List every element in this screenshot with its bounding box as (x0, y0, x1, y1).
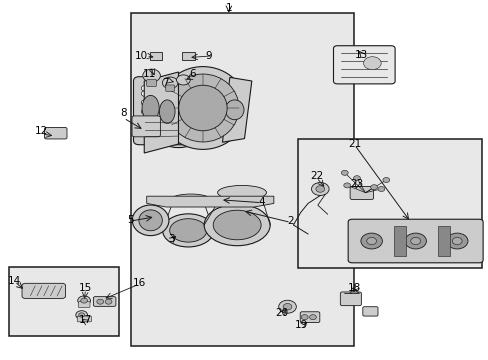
Text: 14: 14 (8, 276, 21, 286)
Ellipse shape (204, 204, 269, 246)
Text: 16: 16 (132, 278, 146, 288)
Circle shape (141, 85, 149, 91)
Circle shape (366, 238, 376, 245)
Circle shape (141, 91, 149, 96)
Text: 23: 23 (349, 179, 363, 189)
Text: 3: 3 (167, 234, 174, 244)
Ellipse shape (166, 74, 239, 142)
Text: 7: 7 (162, 78, 168, 88)
Circle shape (176, 75, 190, 85)
Ellipse shape (225, 100, 244, 120)
Circle shape (142, 69, 160, 82)
Text: 11: 11 (142, 69, 156, 79)
Circle shape (382, 177, 389, 183)
FancyBboxPatch shape (133, 77, 194, 145)
FancyBboxPatch shape (77, 316, 91, 322)
Circle shape (446, 233, 467, 249)
FancyBboxPatch shape (165, 85, 174, 91)
Circle shape (141, 100, 149, 105)
Circle shape (451, 238, 461, 245)
Ellipse shape (160, 96, 196, 130)
Circle shape (301, 315, 307, 320)
Circle shape (309, 315, 316, 320)
Circle shape (353, 176, 360, 181)
Circle shape (343, 183, 350, 188)
FancyBboxPatch shape (149, 52, 162, 60)
Circle shape (141, 129, 149, 134)
FancyBboxPatch shape (93, 297, 116, 306)
Text: 1: 1 (225, 3, 232, 13)
Circle shape (410, 238, 420, 245)
Circle shape (278, 300, 296, 313)
Text: 15: 15 (79, 283, 92, 293)
Text: 8: 8 (120, 108, 127, 118)
FancyBboxPatch shape (182, 52, 195, 60)
Text: 5: 5 (127, 215, 134, 225)
Circle shape (78, 296, 90, 305)
Text: 18: 18 (347, 283, 361, 293)
Circle shape (141, 120, 149, 125)
Polygon shape (222, 77, 251, 142)
Ellipse shape (159, 67, 246, 149)
FancyBboxPatch shape (132, 116, 160, 137)
Ellipse shape (217, 185, 266, 200)
Ellipse shape (150, 87, 207, 140)
FancyBboxPatch shape (22, 283, 65, 298)
Circle shape (363, 57, 381, 70)
Circle shape (76, 311, 87, 319)
Polygon shape (146, 196, 273, 207)
Text: 17: 17 (79, 315, 92, 325)
Circle shape (370, 185, 377, 190)
Circle shape (377, 186, 384, 192)
Text: 6: 6 (188, 69, 195, 79)
Text: 12: 12 (35, 126, 48, 136)
FancyBboxPatch shape (362, 307, 377, 316)
FancyBboxPatch shape (146, 80, 156, 86)
Circle shape (162, 77, 178, 89)
FancyBboxPatch shape (78, 302, 90, 307)
Ellipse shape (142, 79, 215, 148)
Circle shape (105, 299, 112, 304)
FancyBboxPatch shape (347, 219, 482, 263)
FancyBboxPatch shape (44, 127, 67, 139)
Ellipse shape (179, 85, 226, 131)
Circle shape (81, 298, 87, 303)
Ellipse shape (159, 100, 175, 123)
Circle shape (341, 170, 347, 175)
Ellipse shape (170, 194, 210, 206)
Ellipse shape (169, 219, 206, 242)
Bar (131, 13, 353, 346)
Ellipse shape (139, 210, 162, 231)
Text: 20: 20 (275, 308, 288, 318)
Circle shape (97, 299, 103, 304)
Text: 19: 19 (294, 320, 308, 330)
Bar (9, 267, 119, 336)
Circle shape (141, 109, 149, 114)
Bar (437, 226, 449, 256)
Circle shape (311, 183, 328, 195)
FancyBboxPatch shape (333, 46, 394, 84)
Circle shape (79, 313, 84, 317)
Ellipse shape (213, 210, 261, 240)
Text: 13: 13 (354, 50, 368, 60)
Text: 9: 9 (205, 51, 212, 61)
FancyBboxPatch shape (300, 312, 319, 323)
Bar (393, 226, 405, 256)
Circle shape (404, 233, 426, 249)
Text: 21: 21 (347, 139, 361, 149)
FancyBboxPatch shape (349, 186, 373, 199)
Circle shape (360, 233, 382, 249)
Polygon shape (144, 72, 178, 153)
Text: 4: 4 (258, 197, 264, 207)
Bar (298, 139, 481, 268)
Text: 10: 10 (135, 51, 148, 61)
FancyBboxPatch shape (340, 292, 361, 306)
Ellipse shape (132, 205, 169, 235)
Ellipse shape (162, 214, 214, 247)
Text: 22: 22 (309, 171, 323, 181)
Text: 2: 2 (287, 216, 294, 226)
Circle shape (283, 303, 291, 310)
Circle shape (315, 186, 324, 192)
Ellipse shape (142, 95, 159, 121)
